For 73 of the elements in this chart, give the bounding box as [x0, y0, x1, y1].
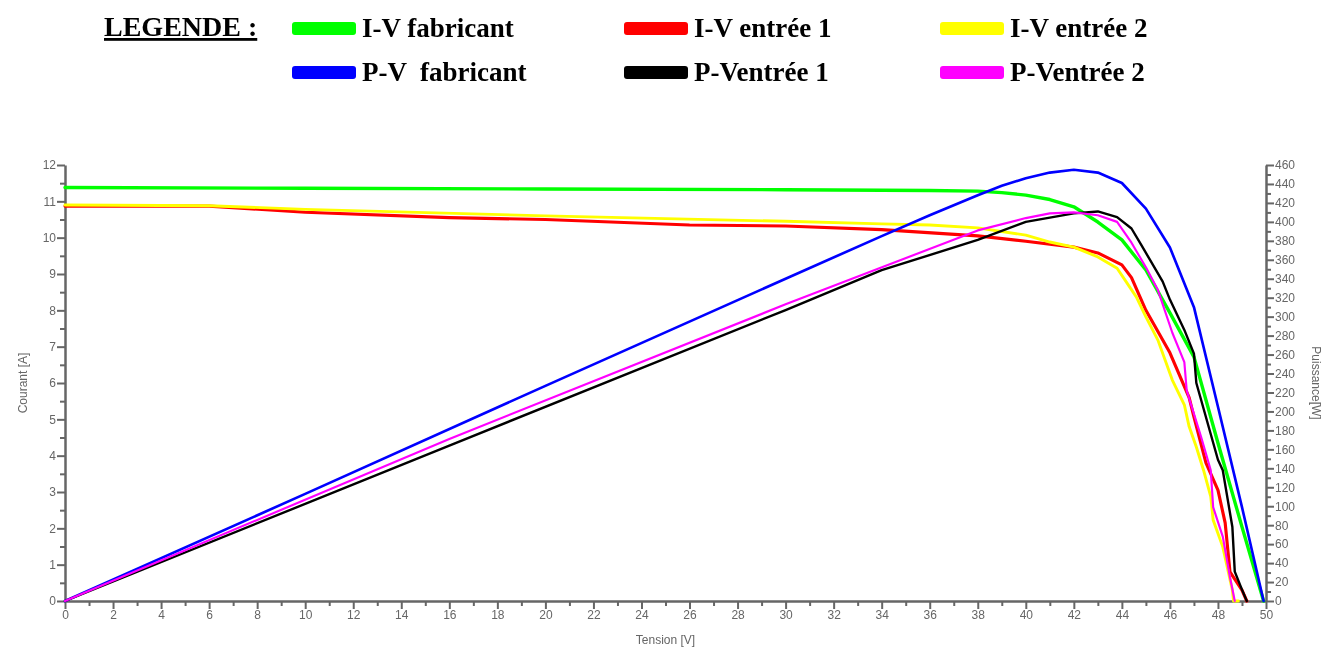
x-tick-label: 42 — [1067, 607, 1082, 622]
y-tick-label: 11 — [43, 194, 57, 209]
x-tick-label: 6 — [206, 607, 214, 622]
x-tick-label: 0 — [62, 607, 70, 622]
y2-tick-label: 440 — [1275, 177, 1296, 192]
y2-tick-label: 100 — [1275, 499, 1296, 514]
y2-tick-label: 80 — [1275, 518, 1289, 533]
y2-axis-title: Puissance[W] — [1309, 346, 1323, 420]
x-tick-label: 32 — [827, 607, 842, 622]
y2-tick-label: 320 — [1275, 291, 1296, 306]
x-tick-label: 12 — [347, 607, 361, 622]
legend-label: P-Ventrée 2 — [1010, 57, 1145, 87]
y-axis-title: Courant [A] — [16, 352, 30, 414]
y2-tick-label: 460 — [1275, 158, 1296, 173]
y2-tick-label: 360 — [1275, 253, 1296, 268]
y2-tick-label: 260 — [1275, 347, 1296, 362]
x-tick-label: 38 — [971, 607, 986, 622]
x-tick-label: 40 — [1019, 607, 1034, 622]
legend-label: P-V fabricant — [362, 57, 527, 87]
x-tick-label: 26 — [683, 607, 698, 622]
y2-tick-label: 180 — [1275, 423, 1296, 438]
x-tick-label: 36 — [923, 607, 938, 622]
y-tick-label: 5 — [49, 412, 57, 427]
y-tick-label: 2 — [49, 521, 57, 536]
y-tick-label: 7 — [49, 340, 57, 355]
x-tick-label: 24 — [635, 607, 649, 622]
y2-tick-label: 160 — [1275, 442, 1296, 457]
legend-label: I-V fabricant — [362, 13, 514, 43]
x-tick-label: 16 — [443, 607, 457, 622]
y-tick-label: 8 — [49, 303, 57, 318]
x-tick-label: 34 — [875, 607, 890, 622]
y2-tick-label: 400 — [1275, 215, 1296, 230]
y-tick-label: 3 — [49, 485, 57, 500]
x-tick-label: 44 — [1115, 607, 1130, 622]
x-tick-label: 50 — [1259, 607, 1274, 622]
y2-tick-label: 40 — [1275, 556, 1289, 571]
y-tick-label: 4 — [49, 449, 57, 464]
y2-tick-label: 240 — [1275, 366, 1296, 381]
legend-label: I-V entrée 2 — [1010, 13, 1148, 43]
y2-tick-label: 420 — [1275, 196, 1296, 211]
x-tick-label: 14 — [395, 607, 409, 622]
y2-tick-label: 220 — [1275, 385, 1296, 400]
y2-tick-label: 60 — [1275, 537, 1289, 552]
y2-tick-label: 140 — [1275, 461, 1296, 476]
y-tick-label: 9 — [49, 267, 57, 282]
x-tick-label: 48 — [1211, 607, 1226, 622]
x-tick-label: 20 — [539, 607, 553, 622]
x-tick-label: 2 — [110, 607, 118, 622]
legend-title: LEGENDE : — [104, 11, 258, 42]
y-tick-label: 0 — [49, 594, 57, 609]
y2-tick-label: 300 — [1275, 309, 1296, 324]
y-tick-label: 1 — [49, 558, 57, 573]
x-tick-label: 10 — [299, 607, 313, 622]
x-tick-label: 4 — [158, 607, 166, 622]
x-tick-label: 22 — [587, 607, 601, 622]
x-axis-title: Tension [V] — [635, 633, 696, 647]
y2-tick-label: 380 — [1275, 234, 1296, 249]
legend-label: P-Ventrée 1 — [694, 57, 829, 87]
y2-tick-label: 200 — [1275, 404, 1296, 419]
x-tick-label: 46 — [1163, 607, 1178, 622]
legend-label: I-V entrée 1 — [694, 13, 832, 43]
y-tick-label: 10 — [42, 231, 57, 246]
x-tick-label: 8 — [254, 607, 262, 622]
y2-tick-label: 120 — [1275, 480, 1296, 495]
x-tick-label: 28 — [731, 607, 746, 622]
y-tick-label: 12 — [42, 158, 57, 173]
y2-tick-label: 0 — [1275, 594, 1282, 609]
x-tick-label: 30 — [779, 607, 794, 622]
y-tick-label: 6 — [49, 376, 57, 391]
x-tick-label: 18 — [491, 607, 505, 622]
y2-tick-label: 280 — [1275, 328, 1296, 343]
y2-tick-label: 20 — [1275, 575, 1289, 590]
y2-tick-label: 340 — [1275, 272, 1296, 287]
